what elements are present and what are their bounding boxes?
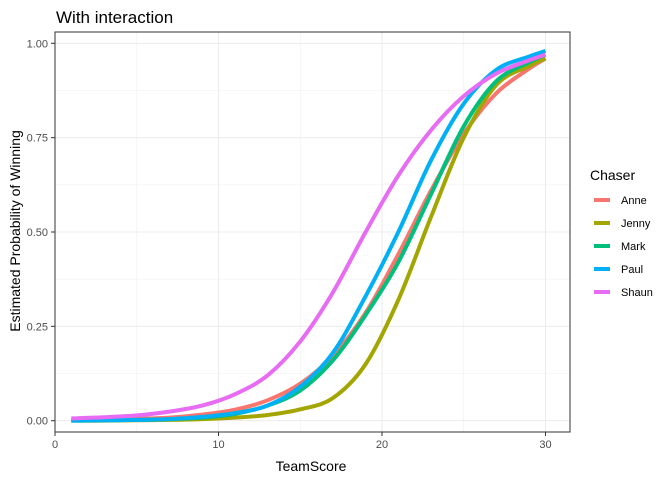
legend-title: Chaser (590, 167, 635, 183)
series-line-shaun (71, 52, 547, 421)
x-tick-label: 10 (212, 439, 224, 451)
y-tick-label: 0.75 (27, 133, 48, 145)
y-tick-label: 0.00 (27, 416, 48, 428)
y-axis-title: Estimated Probability of Winning (7, 130, 23, 332)
legend-label-jenny: Jenny (621, 218, 651, 230)
x-tick-label: 20 (376, 439, 388, 451)
legend-label-paul: Paul (621, 264, 643, 276)
legend-label-mark: Mark (621, 241, 646, 253)
legend: Chaser Anne Jenny Mark Paul Shaun (590, 167, 653, 299)
x-tick-label: 30 (539, 439, 551, 451)
y-tick-label: 1.00 (27, 38, 48, 50)
y-tick-label: 0.50 (27, 227, 48, 239)
y-axis: 0.00 0.25 0.50 0.75 1.00 (27, 38, 55, 428)
y-tick-label: 0.25 (27, 321, 48, 333)
series-lines (71, 48, 547, 423)
legend-label-anne: Anne (621, 195, 647, 207)
x-axis-title: TeamScore (276, 458, 347, 474)
legend-label-shaun: Shaun (621, 287, 653, 299)
x-axis: 0 10 20 30 (52, 432, 552, 451)
chart-title: With interaction (56, 8, 173, 27)
x-tick-label: 0 (52, 439, 58, 451)
